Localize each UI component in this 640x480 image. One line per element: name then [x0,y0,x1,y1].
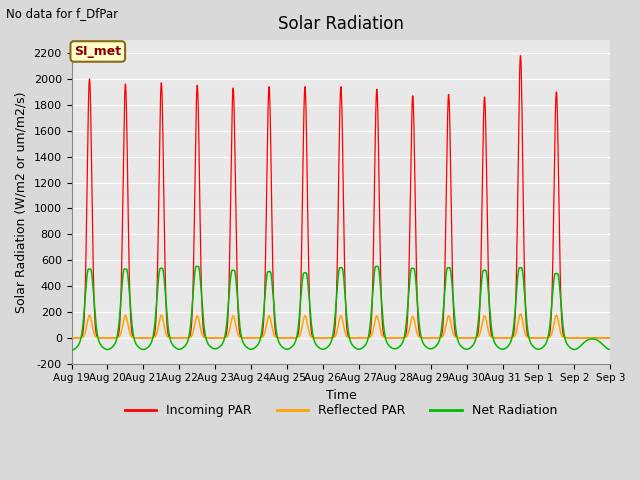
Legend: Incoming PAR, Reflected PAR, Net Radiation: Incoming PAR, Reflected PAR, Net Radiati… [120,399,562,422]
Title: Solar Radiation: Solar Radiation [278,15,404,33]
Text: SI_met: SI_met [74,45,122,58]
Y-axis label: Solar Radiation (W/m2 or um/m2/s): Solar Radiation (W/m2 or um/m2/s) [15,91,28,312]
X-axis label: Time: Time [326,389,356,402]
Text: No data for f_DfPar: No data for f_DfPar [6,7,118,20]
